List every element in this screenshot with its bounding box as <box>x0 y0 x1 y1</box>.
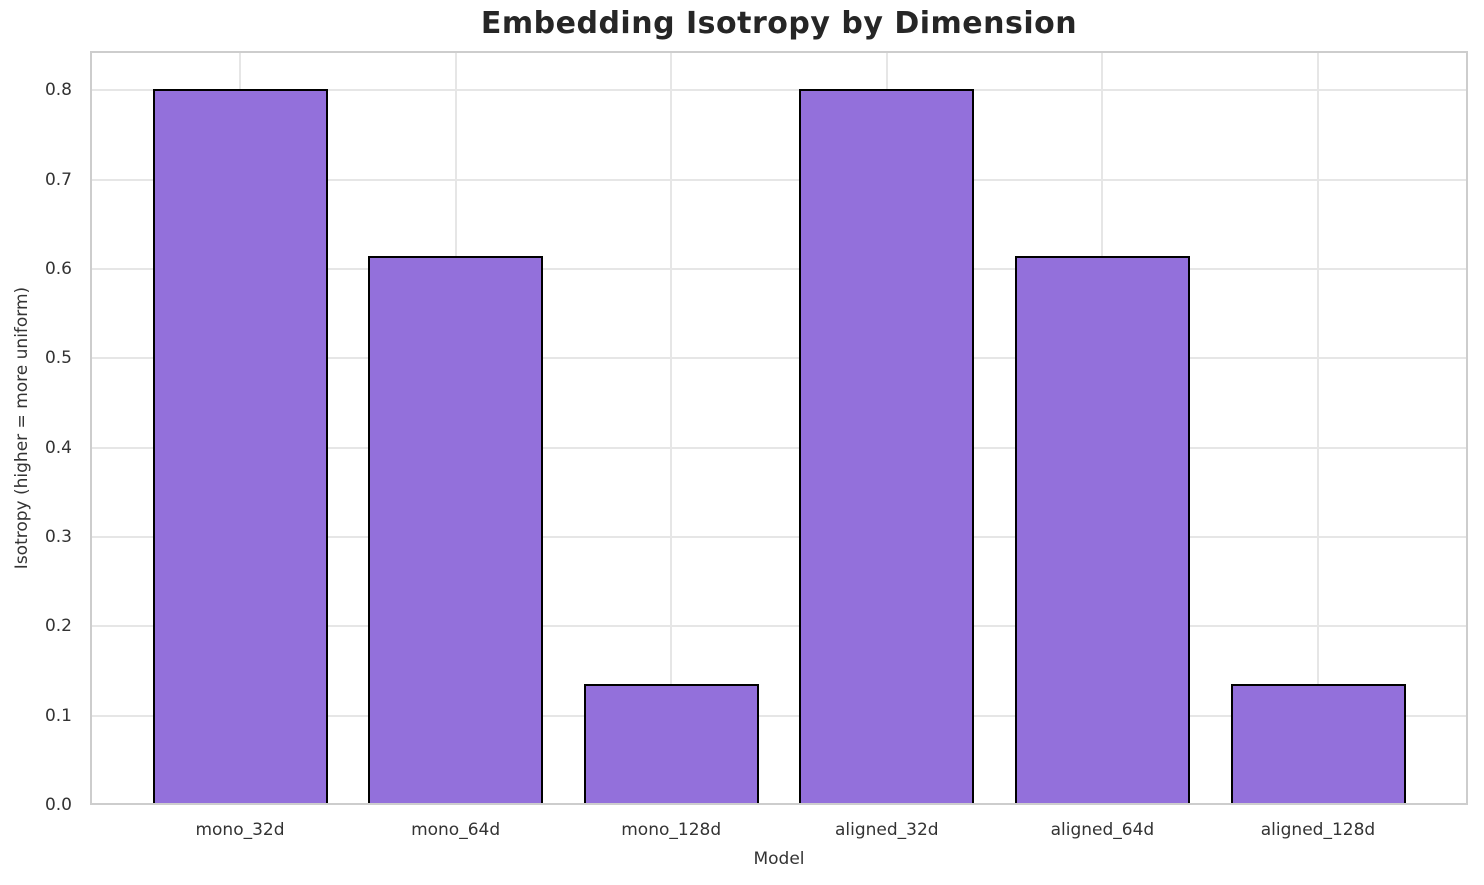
bar-mono_64d <box>368 256 544 805</box>
horizontal-gridline <box>90 178 1468 181</box>
x-tick-label: aligned_32d <box>834 820 939 840</box>
bar-aligned_32d <box>799 88 975 805</box>
bar-aligned_64d <box>1014 256 1190 805</box>
horizontal-gridline <box>90 89 1468 92</box>
horizontal-gridline <box>90 536 1468 538</box>
y-tick-label: 0.4 <box>44 437 72 458</box>
y-tick-label: 0.5 <box>44 348 72 369</box>
horizontal-gridline <box>90 267 1468 270</box>
x-tick-label: mono_64d <box>411 820 501 840</box>
plot-area <box>90 51 1468 805</box>
y-tick-label: 0.7 <box>44 169 72 190</box>
y-tick-label: 0.0 <box>44 795 72 815</box>
x-tick-label: mono_32d <box>195 820 285 840</box>
bar-aligned_128d <box>1230 684 1406 805</box>
x-tick-label: aligned_64d <box>1050 820 1155 840</box>
horizontal-gridline <box>90 714 1468 717</box>
vertical-gridline <box>1317 51 1319 805</box>
horizontal-gridline <box>90 625 1468 628</box>
x-tick-label: aligned_128d <box>1260 820 1376 840</box>
chart-title: Embedding Isotropy by Dimension <box>480 6 1078 41</box>
y-tick-label: 0.1 <box>44 705 72 726</box>
vertical-gridline <box>670 51 673 805</box>
x-axis-label: Model <box>753 849 805 869</box>
y-tick-label: 0.3 <box>44 526 72 547</box>
bar-mono_128d <box>583 684 759 805</box>
y-tick-label: 0.8 <box>44 80 72 101</box>
x-tick-label: mono_128d <box>621 820 722 840</box>
bar-mono_32d <box>152 88 328 805</box>
y-tick-label: 0.6 <box>44 258 72 279</box>
horizontal-gridline <box>90 446 1468 449</box>
horizontal-gridline <box>90 357 1468 360</box>
y-tick-label: 0.2 <box>44 616 72 637</box>
